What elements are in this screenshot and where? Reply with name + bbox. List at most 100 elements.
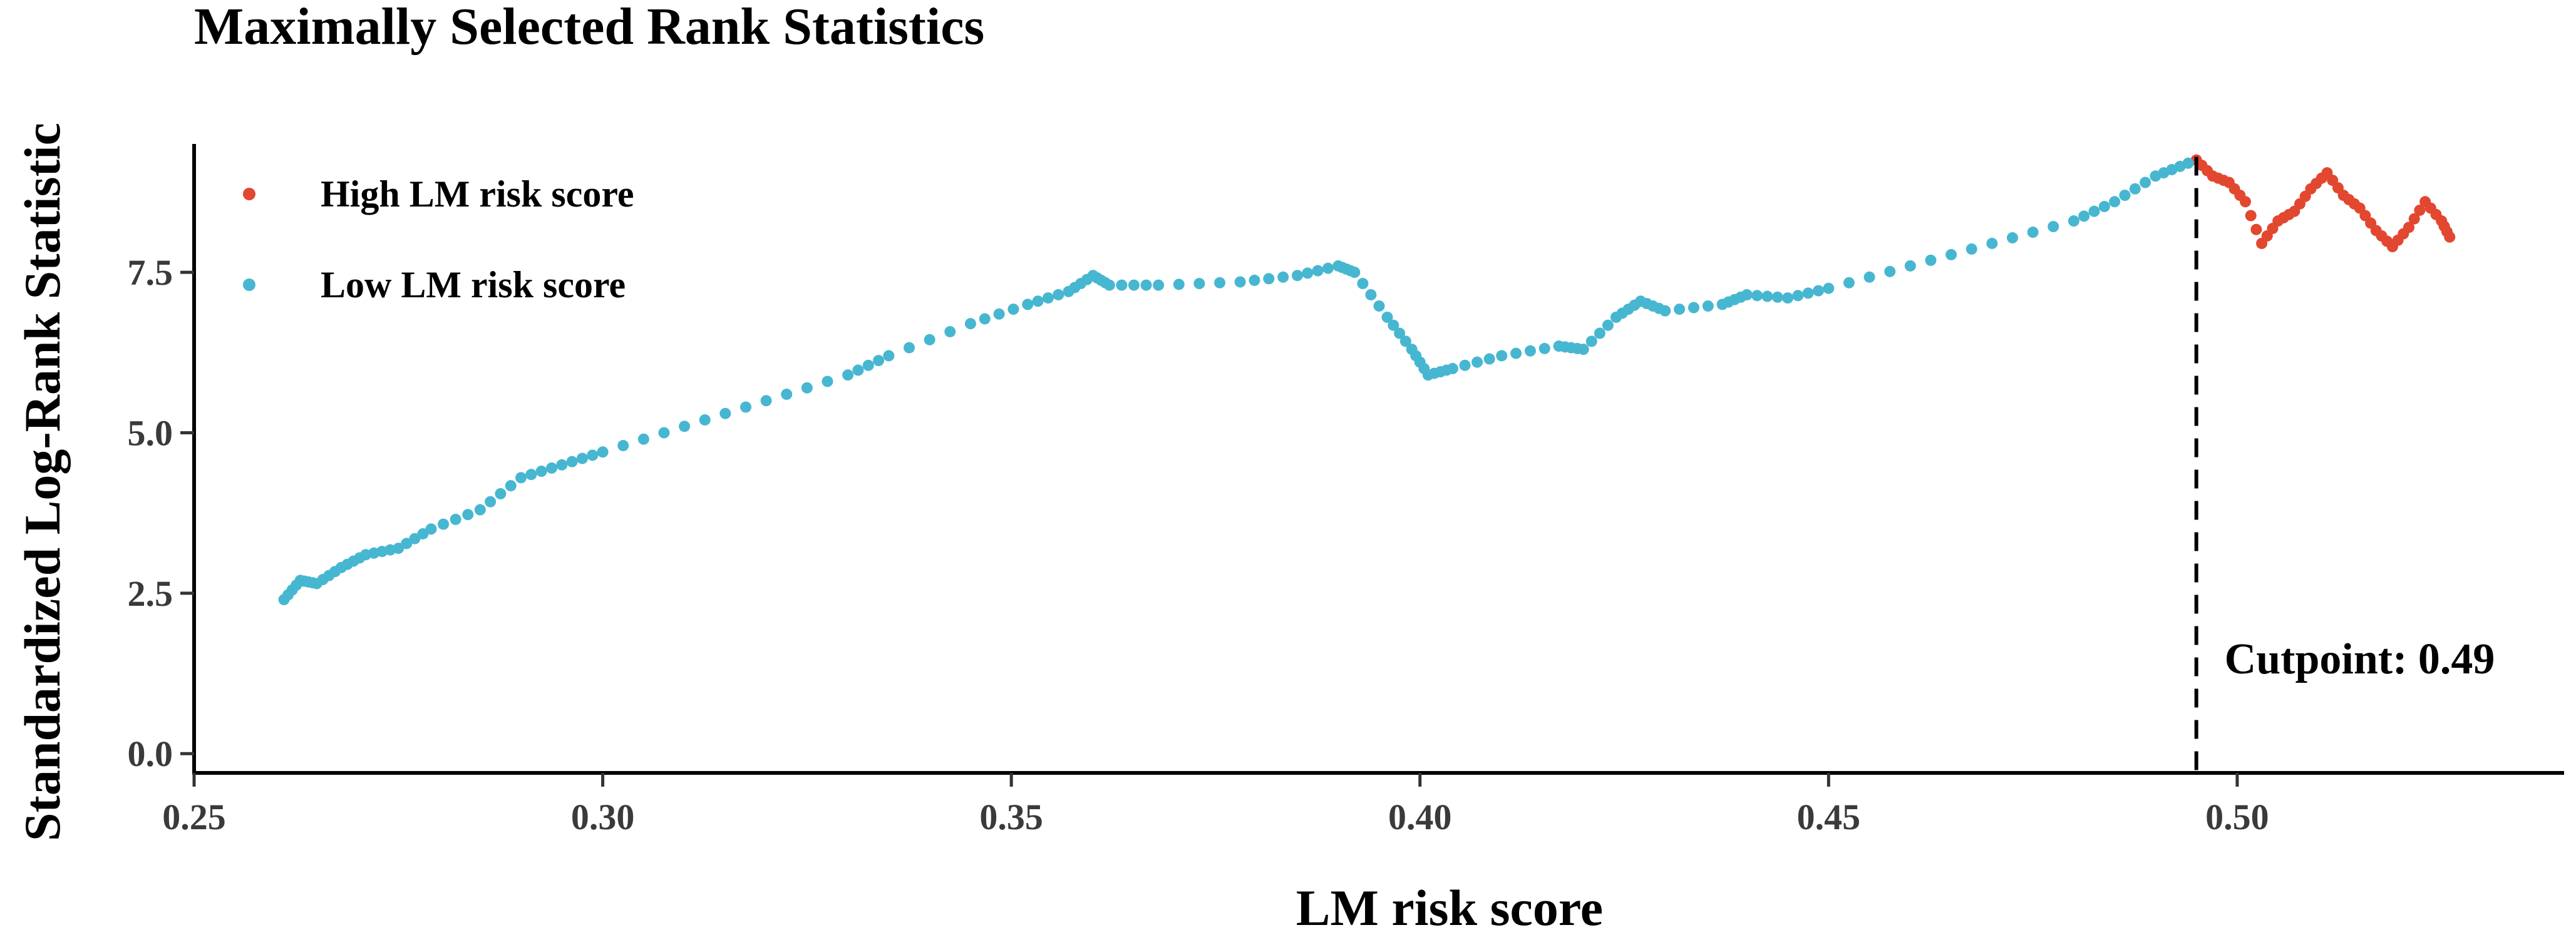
data-point <box>719 407 731 419</box>
data-point <box>417 528 429 539</box>
data-point <box>1782 292 1794 304</box>
data-point <box>2444 231 2456 243</box>
data-point <box>2068 215 2079 227</box>
data-point <box>904 342 915 354</box>
data-point <box>1032 295 1044 307</box>
y-tick-label: 0.0 <box>128 733 173 774</box>
data-point <box>1538 342 1550 354</box>
data-point <box>438 518 450 530</box>
data-point <box>409 533 421 544</box>
data-point <box>462 509 474 521</box>
data-point <box>964 318 976 330</box>
data-point <box>1577 344 1589 355</box>
data-point <box>1741 289 1753 300</box>
data-point <box>485 496 497 508</box>
data-point <box>862 359 874 371</box>
y-axis-ticks: 0.0 2.5 5.0 7.5 <box>128 252 194 774</box>
data-point <box>1277 271 1289 283</box>
data-point <box>2048 221 2059 233</box>
data-point <box>739 401 751 413</box>
data-point <box>1302 267 1314 279</box>
data-point <box>801 382 813 394</box>
y-tick-label: 5.0 <box>128 412 173 453</box>
data-point <box>505 480 517 492</box>
data-point <box>1771 291 1783 303</box>
data-point <box>1687 302 1699 314</box>
data-point <box>1524 345 1536 357</box>
data-point <box>1213 277 1225 289</box>
legend: High LM risk score Low LM risk score <box>243 173 634 305</box>
data-point <box>883 350 895 362</box>
data-point <box>1471 356 1483 368</box>
data-point <box>1128 279 1140 291</box>
data-point <box>425 523 437 535</box>
data-point <box>1802 287 1814 299</box>
data-point <box>2088 205 2100 217</box>
data-point <box>546 462 558 474</box>
data-point <box>617 439 629 451</box>
data-point <box>1388 319 1399 331</box>
data-point <box>2027 227 2039 238</box>
data-point <box>1945 248 1957 260</box>
data-point <box>2109 196 2121 208</box>
x-tick-label: 0.45 <box>1797 797 1861 837</box>
data-point <box>597 446 609 458</box>
data-point <box>1925 254 1937 266</box>
data-point <box>2098 200 2110 212</box>
data-point <box>1042 292 1054 304</box>
x-tick-label: 0.35 <box>979 797 1043 837</box>
data-point <box>2140 176 2151 188</box>
data-point <box>1813 285 1825 297</box>
data-point <box>566 456 578 467</box>
data-point <box>2414 204 2426 216</box>
data-point <box>842 369 854 381</box>
axes <box>192 144 2564 775</box>
data-point <box>1022 299 1034 310</box>
cutpoint-label: Cutpoint: 0.49 <box>2225 635 2495 683</box>
legend-label: Low LM risk score <box>321 264 626 305</box>
data-point <box>1446 362 1458 374</box>
data-point <box>1234 276 1246 288</box>
x-tick-label: 0.25 <box>162 797 226 837</box>
data-point <box>1153 279 1165 291</box>
data-point <box>576 452 588 464</box>
data-point <box>1965 243 1977 255</box>
data-point <box>587 449 599 461</box>
legend-label: High LM risk score <box>321 173 634 215</box>
data-point <box>1116 279 1128 291</box>
data-point <box>1365 289 1377 300</box>
data-point <box>2119 190 2131 202</box>
data-point <box>2403 222 2415 233</box>
data-point <box>760 395 772 407</box>
data-point <box>1585 335 1597 347</box>
data-point <box>1510 347 1522 359</box>
data-point <box>1792 290 1804 302</box>
data-point <box>2245 210 2257 222</box>
x-tick-label: 0.40 <box>1388 797 1452 837</box>
y-tick-label: 2.5 <box>128 573 173 614</box>
data-point <box>944 325 956 337</box>
data-point <box>1312 265 1324 277</box>
data-point <box>924 334 935 345</box>
data-point <box>1394 327 1406 339</box>
legend-swatch <box>243 278 255 291</box>
data-point <box>1193 278 1205 290</box>
x-axis-title: LM risk score <box>1296 879 1603 936</box>
data-point <box>1863 271 1875 283</box>
data-point <box>1884 265 1896 277</box>
data-point <box>658 427 670 439</box>
data-point <box>525 469 537 481</box>
data-point <box>1322 262 1334 274</box>
data-point <box>1399 335 1411 347</box>
y-tick-label: 7.5 <box>128 252 173 293</box>
data-point <box>1751 290 1763 302</box>
data-point <box>1659 305 1671 317</box>
data-point <box>1173 278 1185 290</box>
data-point <box>2250 223 2262 235</box>
data-point <box>401 538 413 549</box>
data-point <box>1904 260 1916 272</box>
data-point <box>699 414 711 426</box>
data-point <box>393 543 404 554</box>
